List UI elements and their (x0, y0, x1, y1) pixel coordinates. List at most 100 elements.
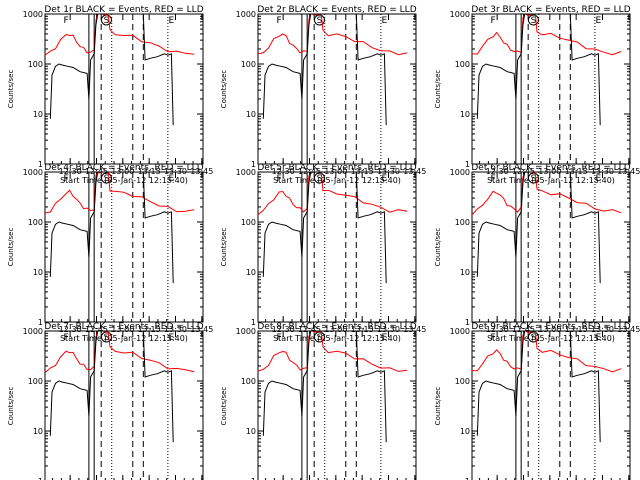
panel-title: Det 5r BLACK = Events, RED = LLD (257, 163, 416, 173)
y-tick-label: 1 (251, 160, 256, 169)
x-tick-label: 13:30 (591, 325, 614, 334)
x-tick-label: 12:45 (85, 325, 108, 334)
panel-title: Det 2r BLACK = Events, RED = LLD (257, 5, 416, 15)
panel-9: Det 9r BLACK = Events, RED = LLD 1 10 100 10… (434, 322, 631, 480)
y-tick-label: 1 (38, 160, 43, 169)
marker-s: S (531, 333, 537, 343)
y-axis-label: Counts/sec (220, 228, 228, 267)
panel-title: Det 3r BLACK = Events, RED = LLD (471, 5, 630, 15)
plot-frame (44, 171, 204, 323)
y-tick-label: 1000 (23, 327, 43, 336)
marker-circle (313, 172, 325, 184)
y-tick-label: 1000 (236, 327, 256, 336)
panel-title: Det 8r BLACK = Events, RED = LLD (257, 322, 416, 332)
panel-4: Det 4r BLACK = Events, RED = LLD11010010… (7, 163, 213, 343)
y-tick-label: 10 (460, 268, 470, 277)
plot-frame (471, 330, 631, 480)
y-tick-label: 1 (38, 318, 43, 327)
marker-e: E (596, 174, 602, 184)
panel-1: Det 1r BLACK = Events, RED = LLD 1 10 100 10… (7, 5, 213, 185)
events-series-line (262, 14, 387, 126)
lld-series-line (258, 331, 408, 372)
x-axis-label: Start Time (05-Jan-12 12:15:40) (60, 176, 188, 185)
y-tick-label: 100 (455, 60, 470, 69)
marker-f: F (276, 174, 281, 184)
y-axis-label: Counts/sec (434, 228, 442, 267)
y-tick-label: 1000 (23, 168, 43, 177)
events-series-line (49, 14, 174, 126)
y-tick-label: 1000 (23, 10, 43, 19)
x-tick-label: 13:15 (138, 325, 161, 334)
panel-title: Det 9r BLACK = Events, RED = LLD (471, 322, 630, 332)
x-tick-label: 12:30 (59, 325, 82, 334)
plot-frame (257, 13, 417, 165)
x-tick-label: 13:45 (190, 325, 213, 334)
marker-circle (527, 331, 539, 343)
plot-frame (44, 13, 204, 165)
x-axis-label: Start Time (05-Jan-12 12:15:40) (487, 334, 615, 343)
marker-f: F (276, 16, 281, 26)
x-axis-label: Start Time (05-Jan-12 12:15:40) (487, 176, 615, 185)
panel-2: Det 2r BLACK = Events, RED = LLD 1 10 100 10… (220, 5, 426, 185)
events-series-line (476, 14, 601, 126)
marker-e: E (596, 16, 602, 26)
x-tick-label: 13:00 (324, 325, 347, 334)
y-tick-label: 10 (246, 427, 256, 436)
y-tick-label: 100 (28, 218, 43, 227)
panel-title: Det 6r BLACK = Events, RED = LLD (471, 163, 630, 173)
marker-circle (100, 172, 112, 184)
x-axis-label: Start Time (05-Jan-12 12:15:40) (273, 176, 401, 185)
y-tick-label: 1 (251, 477, 256, 480)
marker-s: S (317, 333, 323, 343)
x-tick-label: 13:45 (403, 325, 426, 334)
marker-e: E (169, 333, 175, 343)
marker-s: S (104, 333, 110, 343)
marker-e: E (596, 333, 602, 343)
y-tick-label: 1000 (450, 168, 470, 177)
events-series-line (49, 331, 174, 443)
y-tick-label: 100 (28, 60, 43, 69)
y-tick-label: 1 (465, 318, 470, 327)
marker-s: S (531, 174, 537, 184)
lld-series-line (472, 14, 622, 56)
panel-3: Det 3r BLACK = Events, RED = LLD 1 10 100 10… (434, 5, 640, 185)
x-axis-label: Start Time (05-Jan-12 12:15:40) (60, 334, 188, 343)
events-series-line (476, 331, 601, 443)
y-tick-label: 1 (251, 318, 256, 327)
lld-series-line (472, 331, 622, 373)
panel-8: Det 8r BLACK = Events, RED = LLD 1 10 100 10… (220, 322, 417, 480)
x-tick-label: 13:30 (377, 325, 400, 334)
events-series-line (262, 331, 387, 443)
y-tick-label: 10 (33, 110, 43, 119)
y-axis-label: Counts/sec (220, 70, 228, 109)
y-tick-label: 10 (460, 427, 470, 436)
y-tick-label: 100 (455, 377, 470, 386)
y-tick-label: 100 (241, 377, 256, 386)
x-tick-label: 12:30 (272, 325, 295, 334)
events-series-line (262, 172, 387, 284)
y-tick-label: 1000 (450, 10, 470, 19)
marker-f: F (490, 174, 495, 184)
panel-title: Det 1r BLACK = Events, RED = LLD (44, 5, 203, 15)
y-tick-label: 10 (246, 268, 256, 277)
panel-5: Det 5r BLACK = Events, RED = LLD11010010… (220, 163, 426, 343)
x-tick-label: 13:15 (351, 325, 374, 334)
panel-title: Det 7r BLACK = Events, RED = LLD (44, 322, 203, 332)
x-tick-label: 13:00 (538, 325, 561, 334)
plot-frame (257, 330, 417, 480)
marker-f: F (490, 16, 495, 26)
panel-6: Det 6r BLACK = Events, RED = LLD11010010… (434, 163, 640, 343)
plot-frame (471, 13, 631, 165)
marker-f: F (490, 333, 495, 343)
y-tick-label: 100 (455, 218, 470, 227)
y-tick-label: 1000 (236, 10, 256, 19)
y-axis-label: Counts/sec (434, 387, 442, 426)
y-tick-label: 1000 (236, 168, 256, 177)
marker-s: S (104, 174, 110, 184)
marker-e: E (169, 174, 175, 184)
y-tick-label: 10 (246, 110, 256, 119)
x-tick-label: 13:45 (617, 325, 640, 334)
y-tick-label: 1 (38, 477, 43, 480)
y-tick-label: 1 (465, 160, 470, 169)
